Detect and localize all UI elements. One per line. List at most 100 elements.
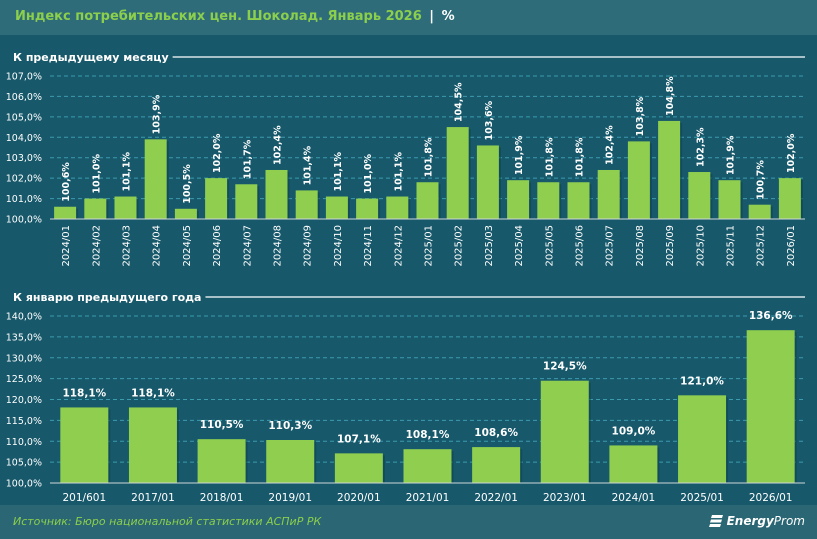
data-label: 101,8%	[424, 137, 435, 177]
data-label: 103,9%	[152, 94, 163, 134]
bar	[778, 178, 801, 219]
section-title: К предыдущему месяцу	[13, 51, 169, 64]
x-tick-label: 2023/01	[543, 492, 587, 504]
data-label: 104,8%	[665, 76, 676, 116]
page-title: Индекс потребительских цен. Шоколад. Янв…	[15, 9, 455, 24]
x-tick-label: 2024/05	[182, 225, 193, 267]
x-tick-label: 2026/01	[786, 225, 797, 267]
logo-text-bold: Energy	[726, 514, 774, 528]
y-tick-label: 103,0%	[6, 153, 42, 164]
y-tick-label: 106,0%	[6, 92, 42, 103]
x-tick-label: 2025/03	[484, 225, 495, 267]
x-tick-label: 2024/01	[612, 492, 656, 504]
data-label: 101,9%	[514, 135, 525, 175]
y-tick-label: 102,0%	[6, 174, 42, 185]
data-label: 101,1%	[393, 151, 404, 191]
bar	[416, 182, 439, 219]
data-label: 124,5%	[543, 361, 587, 373]
y-tick-label: 125,0%	[6, 374, 42, 385]
data-label: 110,5%	[200, 419, 244, 431]
x-tick-label: 201/601	[63, 492, 107, 504]
y-tick-label: 115,0%	[6, 416, 42, 427]
title-bar: Индекс потребительских цен. Шоколад. Янв…	[0, 0, 817, 35]
footer: Источник: Бюро национальной статистики А…	[0, 505, 817, 539]
data-label: 101,9%	[726, 135, 737, 175]
y-tick-label: 130,0%	[6, 353, 42, 364]
y-tick-label: 107,0%	[6, 72, 42, 83]
bar	[325, 196, 348, 219]
x-tick-label: 2021/01	[406, 492, 450, 504]
bar	[718, 180, 741, 219]
data-label: 100,5%	[182, 164, 193, 204]
bar	[356, 198, 379, 219]
data-label: 101,0%	[91, 154, 102, 194]
data-label: 121,0%	[680, 375, 724, 387]
y-tick-label: 100,0%	[6, 215, 42, 226]
x-tick-label: 2024/09	[303, 225, 314, 267]
title-text: Индекс потребительских цен. Шоколад. Янв…	[15, 9, 422, 24]
bar	[446, 127, 469, 219]
x-tick-label: 2026/01	[749, 492, 793, 504]
bar	[627, 141, 650, 219]
data-label: 102,0%	[212, 133, 223, 173]
bar	[567, 182, 590, 219]
x-tick-label: 2024/02	[91, 225, 102, 267]
data-label: 107,1%	[337, 433, 381, 445]
bar	[476, 145, 499, 219]
x-tick-label: 2024/11	[363, 225, 374, 267]
data-label: 109,0%	[612, 425, 656, 437]
data-label: 100,6%	[61, 162, 72, 202]
bar	[597, 169, 620, 219]
data-label: 110,3%	[268, 420, 312, 432]
bar	[540, 380, 589, 483]
x-tick-label: 2025/09	[665, 225, 676, 267]
bar	[174, 208, 197, 219]
x-tick-label: 2024/04	[152, 225, 163, 267]
y-tick-label: 101,0%	[6, 194, 42, 205]
x-tick-label: 2024/08	[273, 225, 284, 267]
bar	[386, 196, 409, 219]
bar	[197, 439, 246, 483]
bar	[472, 447, 521, 483]
bar	[54, 206, 77, 219]
x-tick-label: 2024/12	[393, 225, 404, 267]
x-tick-label: 2025/06	[575, 225, 586, 267]
data-label: 102,0%	[786, 133, 797, 173]
bar	[658, 120, 681, 219]
data-label: 101,4%	[303, 145, 314, 185]
source-text: Источник: Бюро национальной статистики А…	[13, 515, 322, 528]
data-label: 102,4%	[273, 125, 284, 165]
x-tick-label: 2025/11	[726, 225, 737, 267]
x-tick-label: 2025/01	[680, 492, 724, 504]
y-tick-label: 105,0%	[6, 112, 42, 123]
data-label: 103,6%	[484, 100, 495, 140]
bar	[235, 184, 258, 219]
data-label: 101,8%	[575, 137, 586, 177]
logo: EnergyProm	[708, 514, 805, 528]
bar	[537, 182, 560, 219]
bar	[746, 330, 795, 483]
x-tick-label: 2022/01	[474, 492, 518, 504]
bar	[403, 449, 452, 483]
data-label: 108,1%	[406, 429, 450, 441]
data-label: 101,8%	[544, 137, 555, 177]
y-tick-label: 100,0%	[6, 479, 42, 490]
bar	[144, 139, 167, 219]
logo-text: Prom	[773, 514, 805, 528]
bar	[265, 169, 288, 219]
section-title: К январю предыдущего года	[13, 291, 201, 304]
bar	[507, 180, 530, 219]
y-tick-label: 140,0%	[6, 312, 42, 323]
data-label: 101,1%	[333, 151, 344, 191]
x-tick-label: 2025/05	[544, 225, 555, 267]
x-tick-label: 2024/06	[212, 225, 223, 267]
y-tick-label: 110,0%	[6, 437, 42, 448]
bar	[60, 407, 109, 483]
title-separator: |	[429, 9, 435, 24]
data-label: 104,5%	[454, 82, 465, 122]
y-tick-label: 104,0%	[6, 133, 42, 144]
x-tick-label: 2017/01	[131, 492, 175, 504]
x-tick-label: 2024/07	[242, 225, 253, 267]
data-label: 118,1%	[131, 387, 175, 399]
